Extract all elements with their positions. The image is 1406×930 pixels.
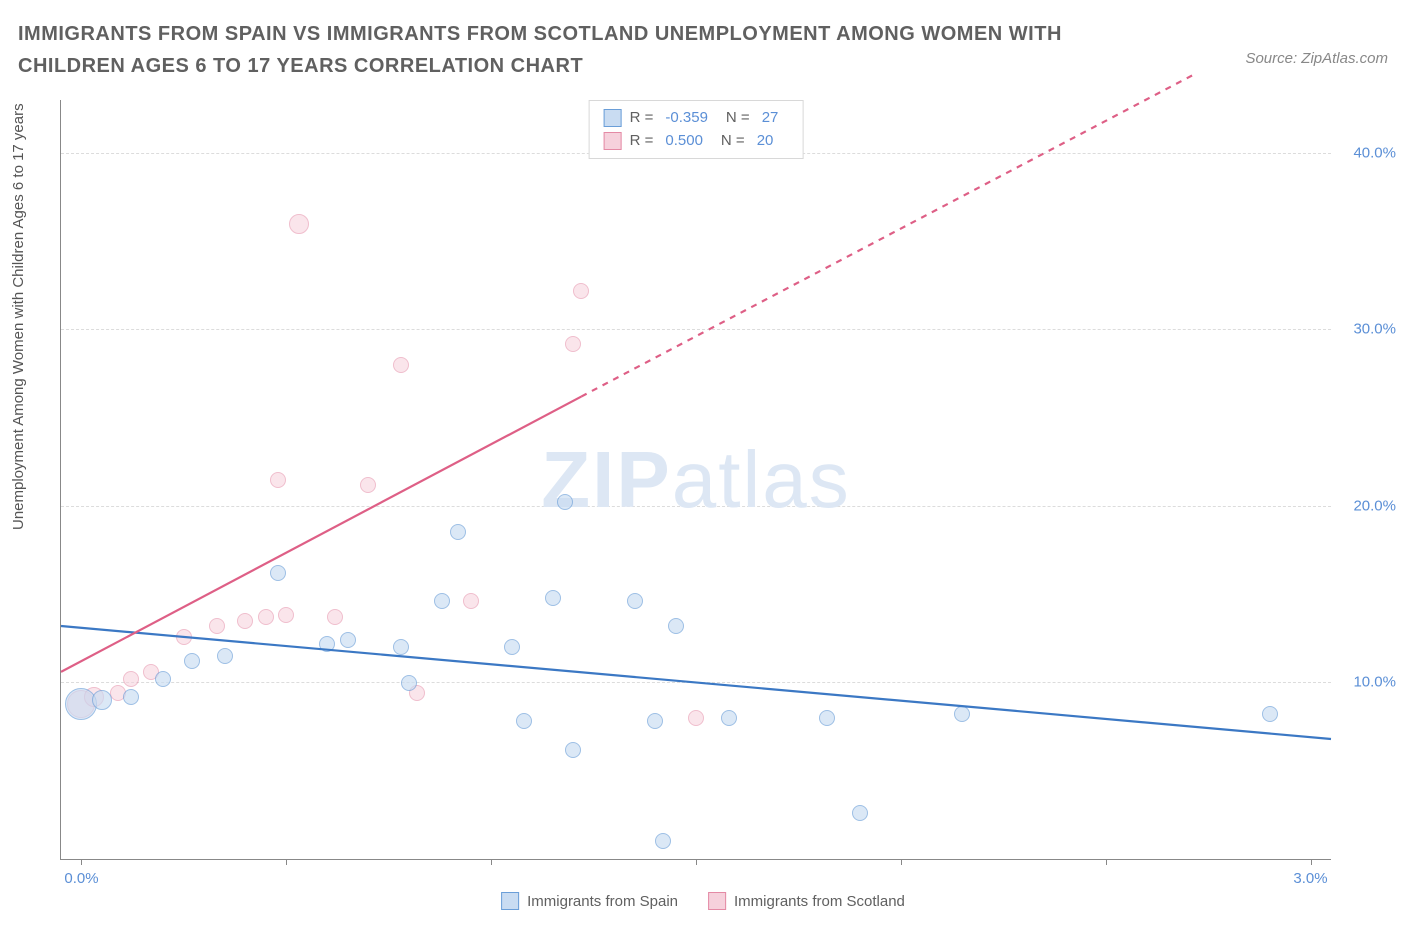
r-value-spain: -0.359 [665,107,708,130]
x-tick [901,859,902,865]
legend-row-spain: R = -0.359 N = 27 [604,107,789,130]
x-tick [286,859,287,865]
legend-row-scotland: R = 0.500 N = 20 [604,130,789,153]
correlation-legend: R = -0.359 N = 27 R = 0.500 N = 20 [589,100,804,159]
r-label: R = [630,107,654,130]
y-tick-label: 10.0% [1341,674,1396,691]
r-value-scotland: 0.500 [665,130,703,153]
legend-item-scotland: Immigrants from Scotland [708,892,905,910]
y-tick-label: 20.0% [1341,497,1396,514]
chart-title: IMMIGRANTS FROM SPAIN VS IMMIGRANTS FROM… [18,18,1118,82]
y-tick-label: 30.0% [1341,321,1396,338]
legend-item-spain: Immigrants from Spain [501,892,678,910]
x-tick [81,859,82,865]
x-tick [696,859,697,865]
n-label: N = [721,130,745,153]
y-tick-label: 40.0% [1341,144,1396,161]
legend-swatch-spain [501,892,519,910]
n-value-scotland: 20 [757,130,774,153]
legend-label-scotland: Immigrants from Scotland [734,893,905,910]
x-tick [1311,859,1312,865]
trend-line [61,397,581,672]
x-tick [1106,859,1107,865]
plot-area: ZIPatlas R = -0.359 N = 27 R = 0.500 N =… [60,100,1331,860]
legend-label-spain: Immigrants from Spain [527,893,678,910]
y-axis-label: Unemployment Among Women with Children A… [10,103,27,530]
chart-container: Unemployment Among Women with Children A… [0,100,1406,930]
series-legend: Immigrants from Spain Immigrants from Sc… [501,892,905,910]
n-label: N = [726,107,750,130]
x-tick [491,859,492,865]
n-value-spain: 27 [762,107,779,130]
trend-line [61,626,1331,739]
r-label: R = [630,130,654,153]
legend-swatch-spain [604,109,622,127]
legend-swatch-scotland [708,892,726,910]
trend-lines-layer [61,100,1331,859]
x-tick-label: 3.0% [1293,870,1327,887]
source-attribution: Source: ZipAtlas.com [1245,50,1388,67]
legend-swatch-scotland [604,132,622,150]
x-tick-label: 0.0% [64,870,98,887]
